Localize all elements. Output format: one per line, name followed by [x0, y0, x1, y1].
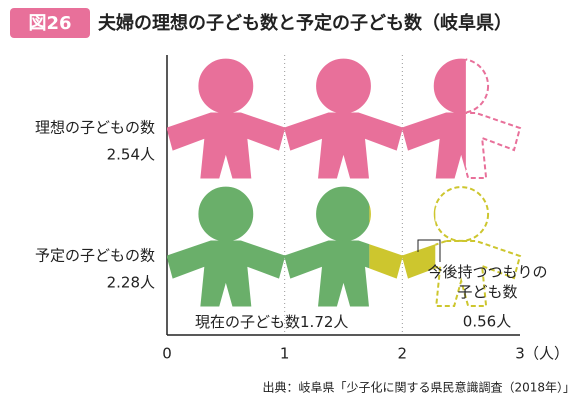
figure — [167, 58, 286, 179]
figure-body — [167, 240, 286, 307]
figure — [401, 58, 466, 179]
value-label: 2.54人 — [107, 146, 155, 164]
fill — [167, 58, 466, 179]
figure-body — [284, 240, 370, 307]
figure-head — [316, 186, 370, 242]
figure-head — [369, 204, 371, 224]
annotation: 今後持つつもりの子ども数 — [427, 263, 548, 301]
figure-head — [465, 58, 490, 114]
series-name: 現在の子ども数 — [195, 313, 300, 331]
badge-bg — [10, 8, 90, 38]
figure-body — [401, 112, 466, 179]
figure-body — [465, 112, 522, 179]
figure-body — [284, 112, 403, 179]
series-value-label: 1.72人 — [300, 313, 348, 331]
figure — [284, 186, 370, 307]
outline — [435, 186, 522, 307]
x-tick-label: 0 — [162, 345, 172, 363]
figure-head — [198, 58, 254, 114]
fill — [369, 204, 436, 279]
figure-head — [316, 58, 371, 114]
figure — [401, 204, 436, 279]
figure-head — [433, 204, 436, 224]
chart-title: 夫婦の理想の子ども数と予定の子ども数（岐阜県） — [98, 12, 512, 34]
figure-body — [369, 244, 403, 279]
figure — [284, 58, 403, 179]
figure-body — [401, 244, 436, 279]
leader — [417, 239, 441, 262]
x-tick-label: 1 — [280, 345, 290, 363]
figure — [167, 186, 286, 307]
figure-head — [435, 186, 490, 242]
x-unit: （人） — [524, 345, 569, 363]
value-label: 2.28人 — [107, 274, 155, 292]
figure-head — [198, 186, 254, 242]
series-name: 今後持つつもりの子ども数 — [427, 263, 548, 301]
x-tick-label: 3 — [515, 345, 525, 363]
badge: 図26 — [28, 13, 71, 34]
series-value-label: 0.56人 — [463, 313, 511, 331]
figure — [369, 204, 403, 279]
figure — [465, 58, 522, 179]
figure-body — [167, 112, 286, 179]
x-tick-label: 2 — [398, 345, 408, 363]
category-label: 理想の子どもの数 — [35, 119, 155, 137]
figure-body — [435, 240, 522, 307]
category-label: 予定の子どもの数 — [35, 247, 155, 265]
outline — [465, 58, 522, 179]
source: 出典：岐阜県「少子化に関する県民意識調査（2018年）」 — [262, 380, 575, 395]
annotation: 現在の子ども数1.72人 — [195, 313, 348, 331]
figure — [435, 186, 522, 307]
fill — [167, 186, 370, 307]
figure-head — [433, 58, 466, 114]
